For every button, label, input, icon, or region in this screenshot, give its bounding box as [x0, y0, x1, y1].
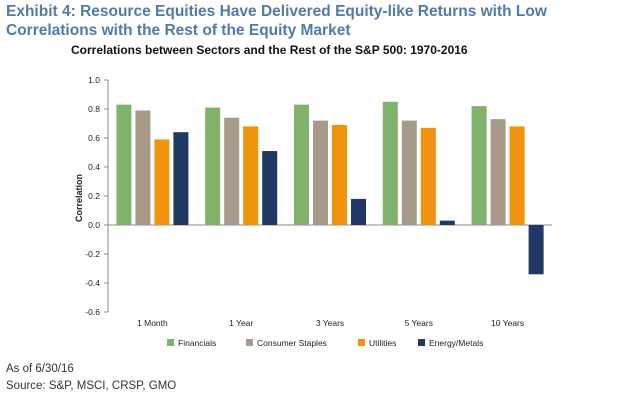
bar [382, 101, 398, 225]
x-tick-label: 1 Year [229, 318, 253, 328]
y-tick-label: 0.0 [88, 220, 100, 230]
bar [243, 126, 259, 225]
bar [351, 198, 366, 225]
bar [294, 104, 309, 225]
legend-swatch [246, 339, 253, 346]
y-tick-label: -0.4 [85, 278, 100, 288]
bar [420, 127, 436, 225]
exhibit-title: Exhibit 4: Resource Equities Have Delive… [6, 3, 547, 39]
bar [313, 120, 328, 225]
legend-swatch [167, 339, 174, 346]
bar [509, 126, 525, 225]
y-tick-label: 0.8 [88, 104, 100, 114]
y-axis-label: Correlation [74, 174, 84, 222]
bar [116, 104, 132, 225]
source-note: Source: S&P, MSCI, CRSP, GMO [6, 380, 177, 392]
legend-label: Energy/Metals [429, 338, 483, 348]
legend: Financials Consumer Staples Utilities Energ… [167, 338, 483, 348]
legend-swatch [418, 339, 425, 346]
bar [205, 107, 221, 225]
x-tick-label: 3 Years [316, 318, 344, 328]
x-tick-label: 5 Years [405, 318, 433, 328]
bar [154, 139, 170, 225]
bar [135, 110, 151, 225]
legend-label: Financials [178, 338, 216, 348]
bar [471, 106, 487, 225]
y-tick-label: 0.6 [88, 133, 100, 143]
bar [401, 120, 417, 225]
bar [173, 132, 189, 225]
correlation-bar-chart: 1.00.80.60.40.20.0-0.2-0.4-0.6 1 Month 1 … [74, 75, 552, 348]
y-tick-label: 0.2 [88, 191, 100, 201]
x-tick-label: 10 Years [491, 318, 524, 328]
legend-label: Utilities [369, 338, 396, 348]
chart-title: Correlations between Sectors and the Res… [71, 43, 468, 57]
bar [224, 117, 240, 225]
legend-label: Consumer Staples [257, 338, 327, 348]
bar [490, 119, 506, 225]
y-tick-label: -0.6 [85, 307, 100, 317]
bar [332, 124, 347, 225]
bars [116, 101, 544, 275]
x-tick-label: 1 Month [137, 318, 168, 328]
y-tick-label: 1.0 [88, 75, 100, 85]
x-axis-labels: 1 Month 1 Year 3 Years 5 Years 10 Years [137, 318, 524, 328]
as-of-note: As of 6/30/16 [6, 363, 74, 375]
legend-swatch [358, 339, 365, 346]
bar [262, 151, 278, 225]
y-tick-label: 0.4 [88, 162, 100, 172]
bar [439, 220, 455, 225]
bar [528, 225, 544, 275]
y-tick-label: -0.2 [85, 249, 100, 259]
